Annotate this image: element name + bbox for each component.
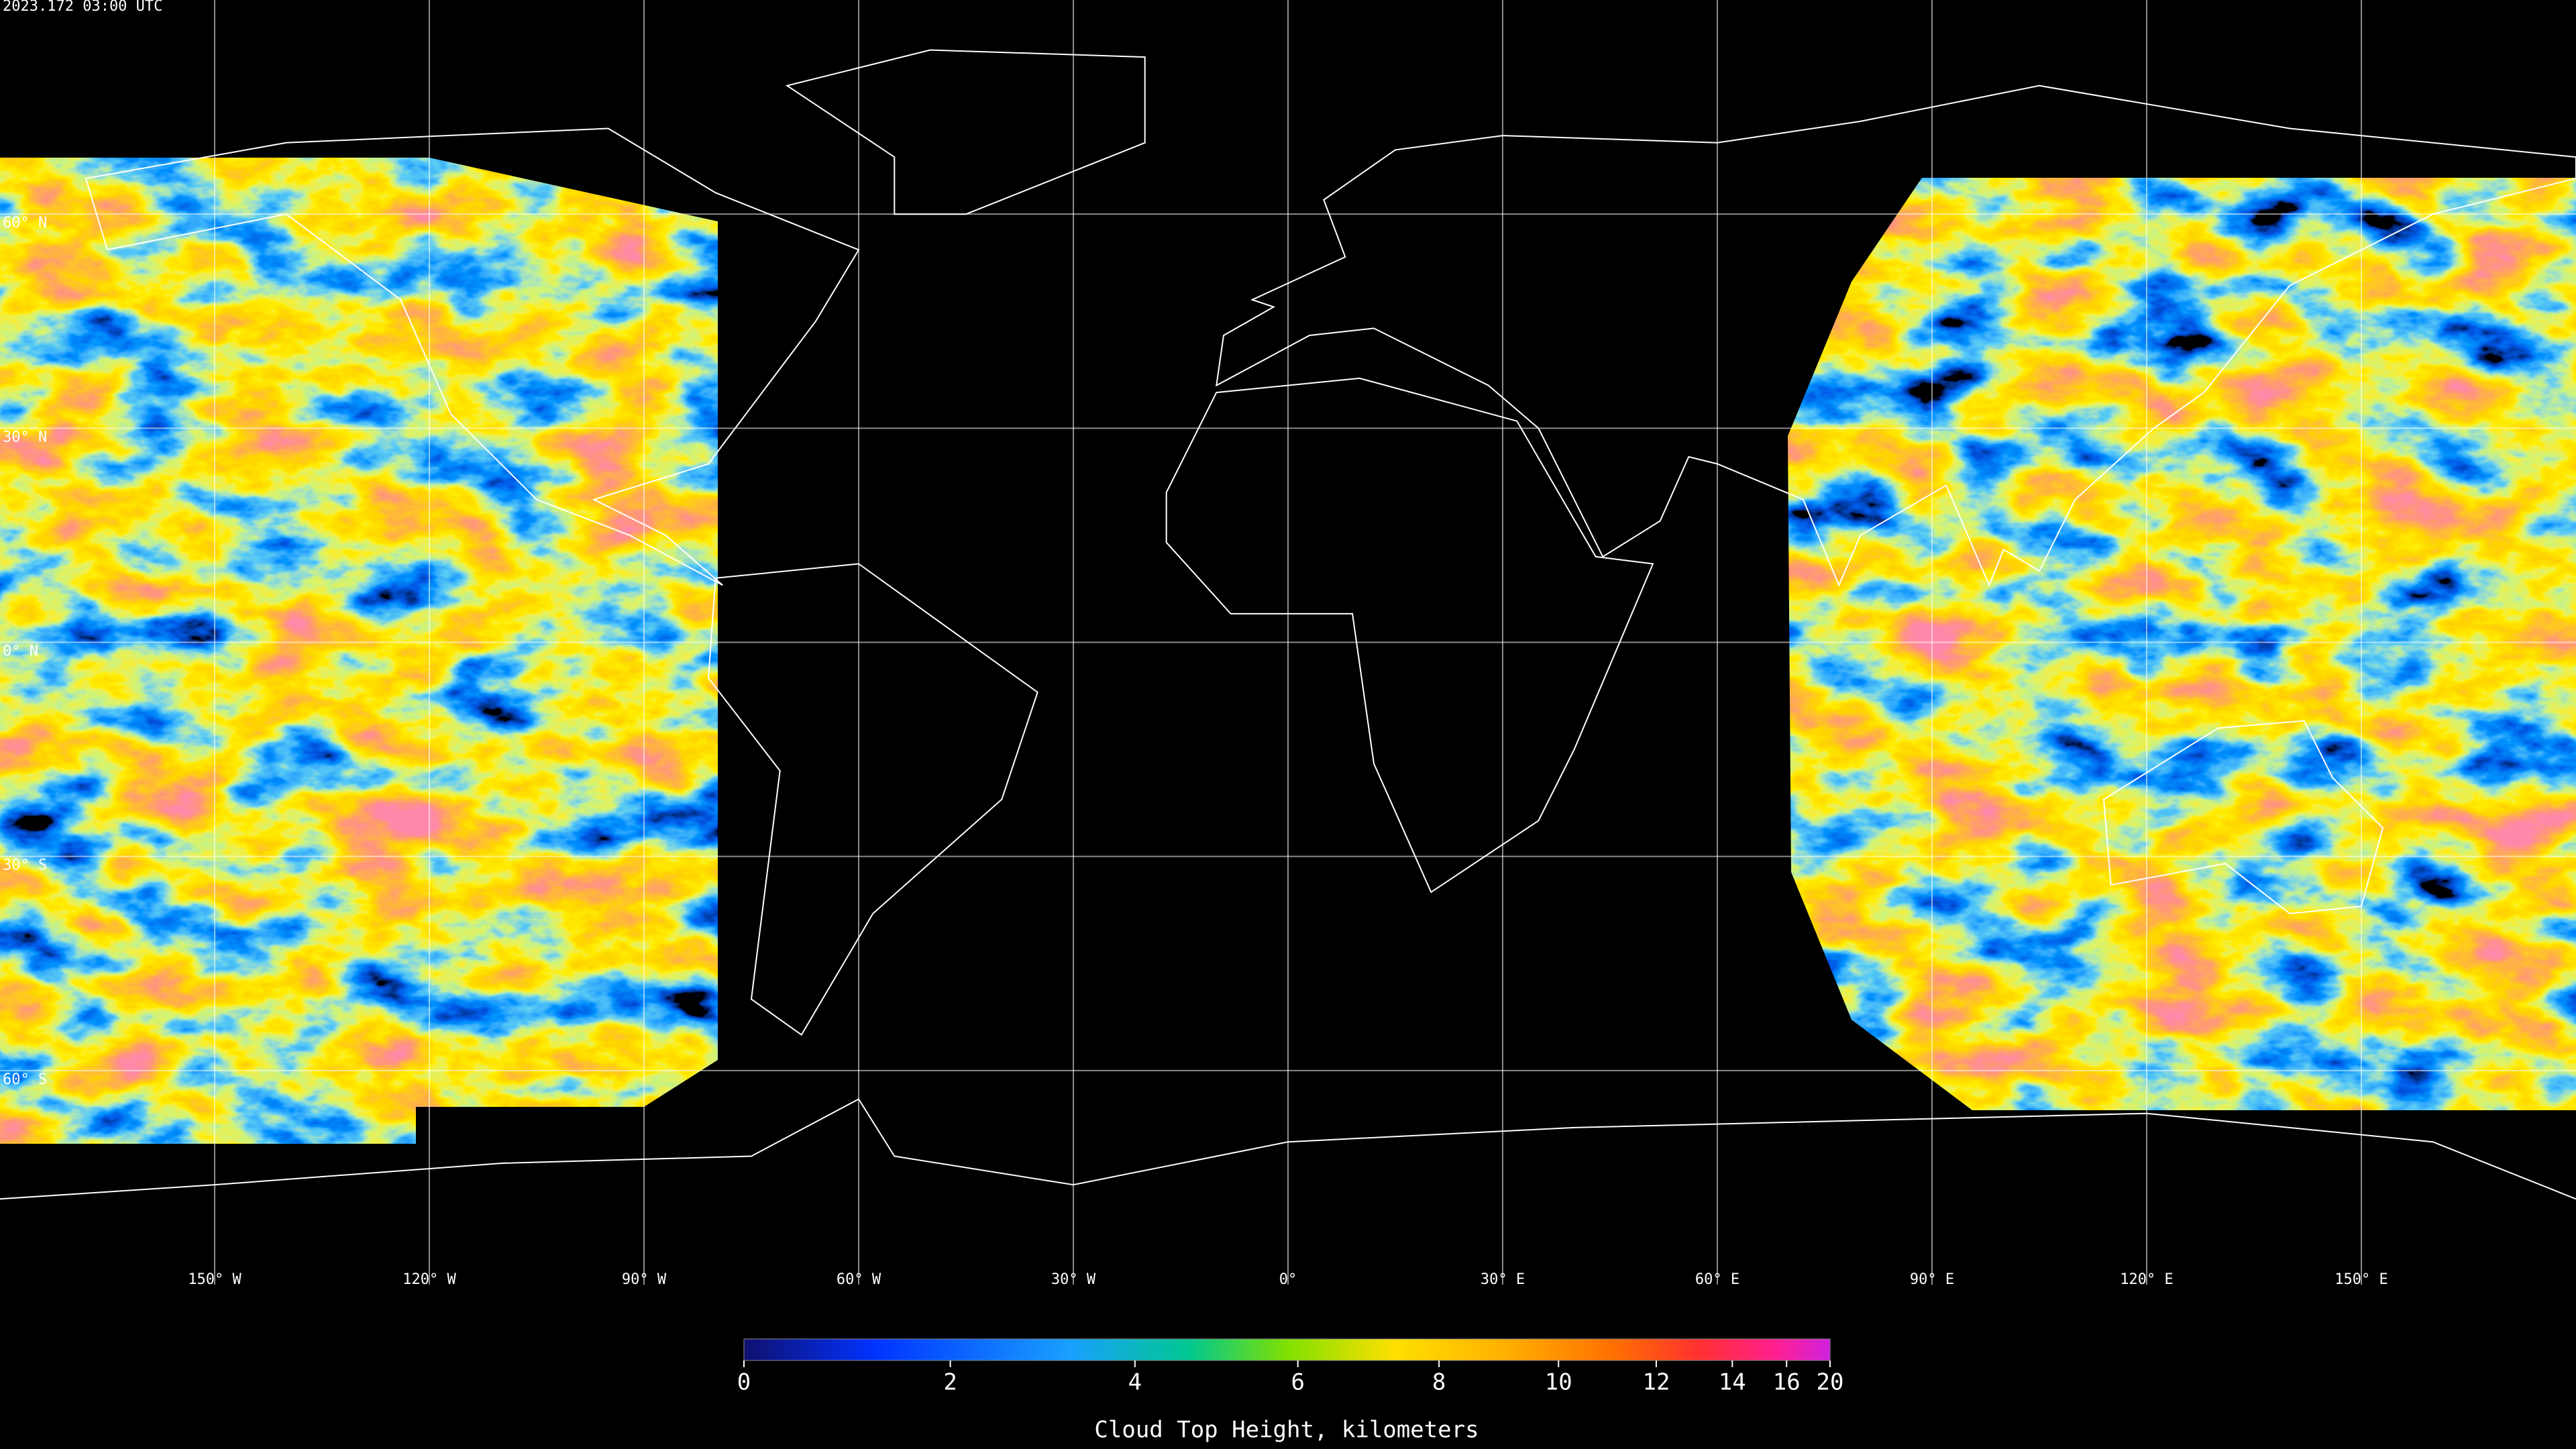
longitude-label: 60° W [837,1271,881,1288]
latitude-label: 0° N [3,643,38,660]
colorbar-title: Cloud Top Height, kilometers [1094,1417,1479,1444]
satellite-imagery-east [1788,178,2576,1110]
colorbar-tick-label: 16 [1773,1369,1801,1396]
longitude-label: 0° [1279,1271,1297,1288]
latitude-label: 30° S [3,857,47,874]
colorbar-axis: 0 2 4 6 8 10 12 14 16 20 [737,1360,1844,1396]
coastline [785,49,1146,215]
coastline [2102,720,2384,914]
coastline [707,563,1038,1036]
colorbar-tick-label: 8 [1432,1369,1446,1396]
colorbar-tick-label: 20 [1817,1369,1844,1396]
longitude-label: 30° W [1051,1271,1096,1288]
timestamp: 2023.172 03:00 UTC [3,0,162,15]
colorbar-tick-label: 6 [1291,1369,1304,1396]
coastline [1165,377,1654,894]
colorbar-tick-label: 14 [1719,1369,1746,1396]
colorbar-tick-label: 10 [1545,1369,1572,1396]
latitude-label: 60° S [3,1071,47,1088]
colorbar-tick-label: 0 [737,1369,751,1396]
longitude-label: 90° W [622,1271,667,1288]
colorbar-tick-label: 12 [1642,1369,1670,1396]
colorbar-tick-label: 4 [1128,1369,1142,1396]
longitude-label: 120° E [2120,1271,2173,1288]
coastline [1216,85,2576,588]
latitude-label: 30° N [3,429,47,445]
colorbar-tick-label: 2 [943,1369,957,1396]
longitude-label: 150° W [188,1271,241,1288]
graticule: 60° N 30° N 0° N 30° S 60° S 150° W 120° W 90° … [0,0,2576,1288]
colorbar [743,1338,1831,1361]
longitude-label: 150° E [2334,1271,2387,1288]
longitude-label: 90° E [1910,1271,1954,1288]
satellite-imagery-west [0,158,718,1144]
longitude-label: 60° E [1695,1271,1739,1288]
longitude-label: 120° W [402,1271,456,1288]
coastline [85,127,860,586]
latitude-label: 60° N [3,215,47,231]
longitude-label: 30° E [1481,1271,1525,1288]
